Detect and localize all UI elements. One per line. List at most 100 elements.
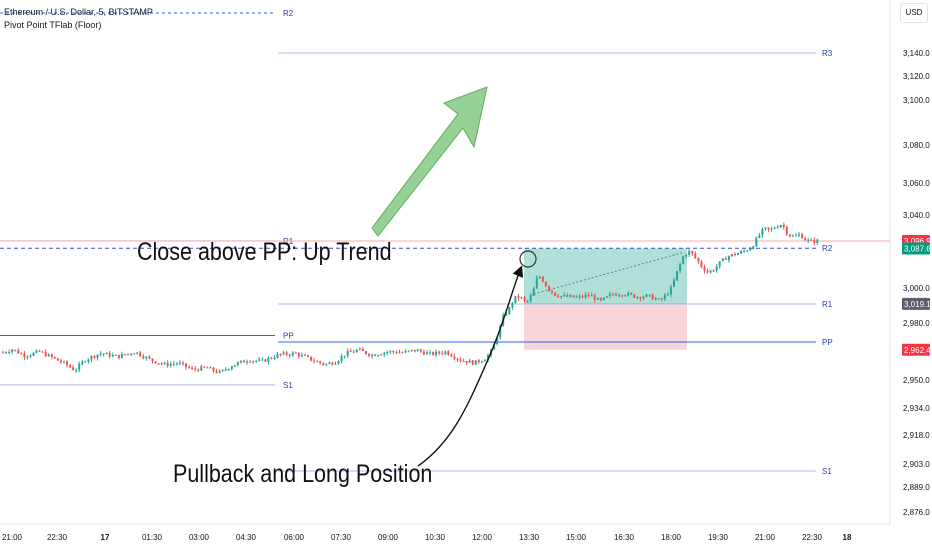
- candle-body: [523, 297, 526, 301]
- candle-body: [249, 361, 252, 363]
- candle-body: [206, 367, 209, 369]
- pivot-cur-r3-label: R3: [822, 49, 833, 58]
- candle-body: [29, 355, 32, 357]
- candle-body: [709, 270, 712, 273]
- candle-body: [371, 354, 374, 356]
- candle-body: [450, 354, 453, 357]
- candle-body: [2, 352, 4, 354]
- candle-body: [96, 354, 99, 358]
- indicator-title: Pivot Point TFlab (Floor): [4, 20, 102, 30]
- candle-body: [712, 270, 715, 272]
- candle-body: [740, 251, 743, 254]
- candle-body: [730, 254, 733, 257]
- candle-body: [304, 354, 306, 356]
- candle-body: [398, 352, 401, 354]
- candle-body: [127, 353, 129, 355]
- candle-body: [267, 357, 270, 362]
- x-axis-tick-label: 16:30: [614, 533, 635, 542]
- candle-body: [148, 356, 151, 359]
- candle-body: [697, 257, 700, 262]
- candle-body: [258, 359, 261, 361]
- pivot-cur-r2-label: R2: [822, 244, 833, 253]
- candle-body: [563, 295, 566, 296]
- candle-body: [422, 351, 425, 355]
- candle-body: [23, 353, 26, 358]
- candle-body: [194, 368, 197, 370]
- pivot-cur-pp-label: PP: [822, 338, 833, 347]
- candle-body: [703, 266, 706, 271]
- trend-arrow-icon: [371, 86, 488, 237]
- pullback-arrow: [417, 265, 524, 467]
- candle-body: [432, 352, 435, 355]
- x-axis-tick-label: 09:00: [378, 533, 399, 542]
- candle-body: [706, 270, 709, 273]
- pullback-annotation: Pullback and Long Position: [173, 460, 433, 488]
- candle-body: [645, 294, 648, 297]
- candle-body: [465, 361, 468, 363]
- candle-body: [496, 337, 499, 344]
- candle-body: [471, 360, 474, 365]
- candle-body: [8, 352, 11, 353]
- candle-body: [322, 363, 325, 365]
- candle-body: [782, 225, 785, 227]
- candle-body: [508, 307, 511, 314]
- candle-body: [715, 266, 718, 271]
- candle-body: [788, 234, 791, 237]
- candle-body: [166, 362, 169, 366]
- entry-circle-marker: [519, 250, 537, 268]
- candle-body: [377, 355, 380, 357]
- candle-body: [313, 360, 316, 362]
- candle-body: [343, 355, 346, 357]
- candle-body: [529, 295, 532, 301]
- price-badge-entry: [902, 297, 930, 310]
- candle-body: [651, 294, 654, 300]
- candle-body: [230, 366, 233, 370]
- candle-body: [255, 360, 258, 362]
- candle-body: [648, 294, 651, 296]
- x-axis-tick-label: 06:00: [284, 533, 305, 542]
- candle-body: [453, 356, 456, 359]
- candle-body: [807, 239, 810, 241]
- candle-body: [163, 362, 166, 364]
- candle-body: [392, 351, 395, 353]
- candle-body: [669, 286, 672, 295]
- candle-body: [639, 297, 642, 299]
- candle-body: [688, 251, 691, 255]
- position-diagonal: [529, 251, 685, 296]
- candle-body: [175, 363, 178, 365]
- candle-body: [413, 349, 416, 352]
- candle-body: [557, 295, 560, 297]
- symbol-title: Ethereum / U.S. Dollar, 5, BITSTAMP: [4, 7, 153, 17]
- candle-body: [233, 365, 236, 367]
- candle-body: [548, 286, 550, 291]
- candle-body: [310, 356, 313, 361]
- candle-body: [273, 357, 276, 359]
- x-axis-tick-label: 21:00: [2, 533, 23, 542]
- candle-body: [169, 363, 172, 366]
- candle-body: [124, 354, 126, 356]
- candle-body: [182, 362, 184, 364]
- candle-body: [32, 352, 35, 356]
- y-axis-tick-label: 2,876.0: [903, 508, 930, 517]
- y-axis-tick-label: 3,120.0: [903, 72, 930, 81]
- currency-button[interactable]: USD: [900, 3, 928, 23]
- candle-body: [764, 227, 767, 229]
- candle-body: [624, 295, 627, 297]
- candle-body: [526, 300, 529, 302]
- candle-body: [798, 234, 800, 236]
- candle-body: [316, 361, 319, 363]
- candle-body: [224, 369, 227, 371]
- candle-body: [50, 354, 53, 357]
- x-axis-tick-label: 03:00: [189, 533, 210, 542]
- candle-body: [633, 294, 636, 298]
- candle-body: [374, 354, 377, 356]
- candle-body: [752, 246, 755, 249]
- candle-body: [679, 263, 682, 271]
- candle-body: [151, 358, 154, 362]
- candle-body: [676, 271, 678, 281]
- candle-body: [11, 349, 14, 352]
- candle-body: [682, 256, 685, 264]
- candle-body: [361, 348, 364, 351]
- candle-body: [459, 359, 462, 361]
